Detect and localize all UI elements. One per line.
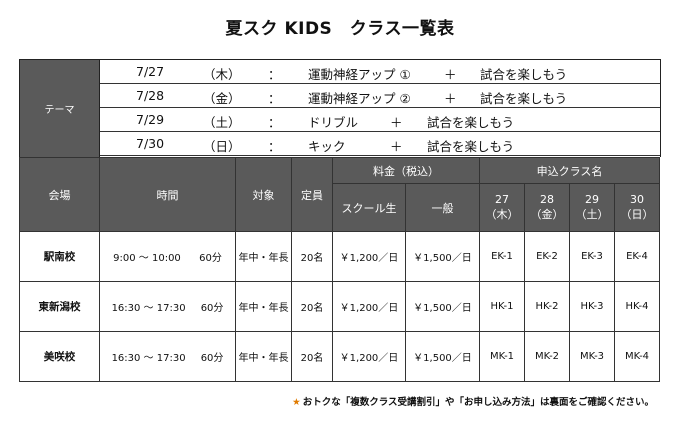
class-code-cell: HK-1: [479, 281, 525, 332]
header-weekday: （日）: [620, 208, 654, 221]
target-cell: 年中・年長: [235, 281, 292, 332]
class-code-cell: EK-4: [614, 231, 660, 282]
theme-section: テーマ 7/27 （木） ： 運動神経アップ ① ＋ 試合を楽しもう 7/28 …: [19, 59, 661, 157]
theme-date: 7/30: [136, 136, 165, 151]
header-day-29: 29 （土）: [569, 183, 615, 232]
time-cell: 9:00 ～ 10:00 60分: [99, 231, 236, 282]
time-cell: 16:30 ～ 17:30 60分: [99, 281, 236, 332]
theme-day: （金）: [203, 91, 241, 106]
table-row: 東新潟校 16:30 ～ 17:30 60分 年中・年長 20名 ￥1,200／日…: [19, 281, 660, 332]
theme-colon: ：: [268, 139, 281, 154]
duration: 60分: [200, 353, 224, 364]
header-date: 28: [540, 193, 554, 206]
class-code-cell: HK-3: [569, 281, 615, 332]
theme-row: 7/28 （金） ： 運動神経アップ ② ＋ 試合を楽しもう: [100, 84, 660, 108]
time-range: 9:00 ～ 10:00: [113, 253, 181, 264]
class-code-cell: HK-4: [614, 281, 660, 332]
fee-general-cell: ￥1,500／日: [405, 231, 480, 282]
theme-date: 7/27: [136, 64, 165, 79]
header-fee: 料金（税込）: [332, 157, 480, 184]
capacity-cell: 20名: [291, 331, 333, 382]
header-apply-class: 申込クラス名: [479, 157, 660, 184]
duration: 60分: [199, 253, 222, 264]
footnote: ★ おトクな「複数クラス受講割引」や「お申し込み方法」は裏面をご確認ください。: [292, 394, 654, 408]
time-range: 16:30 ～ 17:30: [111, 353, 186, 364]
header-time: 時間: [99, 157, 236, 232]
theme-row: 7/27 （木） ： 運動神経アップ ① ＋ 試合を楽しもう: [100, 60, 660, 84]
class-code-cell: MK-1: [479, 331, 525, 382]
venue-cell: 東新潟校: [19, 281, 100, 332]
time-range: 16:30 ～ 17:30: [111, 303, 186, 314]
theme-day: （日）: [203, 139, 241, 154]
theme-colon: ：: [268, 67, 281, 82]
theme-extra: 試合を楽しもう: [480, 67, 568, 82]
theme-plus: ＋: [390, 115, 403, 130]
capacity-cell: 20名: [291, 231, 333, 282]
theme-plus: ＋: [444, 67, 457, 82]
fee-school-cell: ￥1,200／日: [332, 331, 406, 382]
target-cell: 年中・年長: [235, 331, 292, 382]
header-target: 対象: [235, 157, 292, 232]
table-row: 駅南校 9:00 ～ 10:00 60分 年中・年長 20名 ￥1,200／日 ￥…: [19, 231, 660, 282]
theme-plus: ＋: [444, 91, 457, 106]
star-icon: ★: [292, 397, 301, 408]
fee-general-cell: ￥1,500／日: [405, 281, 480, 332]
duration: 60分: [200, 303, 224, 314]
class-code-cell: MK-2: [524, 331, 570, 382]
theme-extra: 試合を楽しもう: [427, 139, 515, 154]
venue-cell: 美咲校: [19, 331, 100, 382]
class-code-cell: EK-2: [524, 231, 570, 282]
venue-cell: 駅南校: [19, 231, 100, 282]
class-code-cell: MK-4: [614, 331, 660, 382]
header-date: 29: [585, 193, 599, 206]
theme-activity: 運動神経アップ ①: [308, 67, 411, 82]
class-code-cell: EK-3: [569, 231, 615, 282]
header-day-28: 28 （金）: [524, 183, 570, 232]
theme-label: テーマ: [20, 60, 100, 157]
footnote-text: おトクな「複数クラス受講割引」や「お申し込み方法」は裏面をご確認ください。: [302, 397, 654, 408]
header-weekday: （土）: [575, 208, 609, 221]
theme-date: 7/28: [136, 88, 165, 103]
header-weekday: （金）: [530, 208, 564, 221]
theme-day: （木）: [203, 67, 241, 82]
theme-plus: ＋: [390, 139, 403, 154]
class-table: 会場 時間 対象 定員 料金（税込） 申込クラス名 スクール生 一般 27 （木）…: [19, 157, 660, 382]
class-code-cell: HK-2: [524, 281, 570, 332]
time-cell: 16:30 ～ 17:30 60分: [99, 331, 236, 382]
class-code-cell: EK-1: [479, 231, 525, 282]
theme-day: （土）: [203, 115, 241, 130]
fee-school-cell: ￥1,200／日: [332, 231, 406, 282]
theme-row: 7/30 （日） ： キック ＋ 試合を楽しもう: [100, 132, 660, 156]
theme-colon: ：: [268, 91, 281, 106]
header-venue: 会場: [19, 157, 100, 232]
theme-extra: 試合を楽しもう: [427, 115, 515, 130]
class-code-cell: MK-3: [569, 331, 615, 382]
header-capacity: 定員: [291, 157, 333, 232]
theme-date: 7/29: [136, 112, 165, 127]
header-date: 30: [630, 193, 644, 206]
header-day-30: 30 （日）: [614, 183, 660, 232]
theme-activity: ドリブル: [308, 115, 359, 130]
theme-colon: ：: [268, 115, 281, 130]
fee-school-cell: ￥1,200／日: [332, 281, 406, 332]
fee-general-cell: ￥1,500／日: [405, 331, 480, 382]
target-cell: 年中・年長: [235, 231, 292, 282]
theme-activity: キック: [308, 139, 346, 154]
theme-activity: 運動神経アップ ②: [308, 91, 411, 106]
header-day-27: 27 （木）: [479, 183, 525, 232]
header-fee-general: 一般: [405, 183, 480, 232]
header-fee-school: スクール生: [332, 183, 406, 232]
table-row: 美咲校 16:30 ～ 17:30 60分 年中・年長 20名 ￥1,200／日 …: [19, 331, 660, 382]
theme-row: 7/29 （土） ： ドリブル ＋ 試合を楽しもう: [100, 108, 660, 132]
theme-extra: 試合を楽しもう: [480, 91, 568, 106]
header-date: 27: [495, 193, 509, 206]
header-weekday: （木）: [485, 208, 519, 221]
page-title: 夏スク KIDS クラス一覧表: [225, 19, 455, 39]
capacity-cell: 20名: [291, 281, 333, 332]
